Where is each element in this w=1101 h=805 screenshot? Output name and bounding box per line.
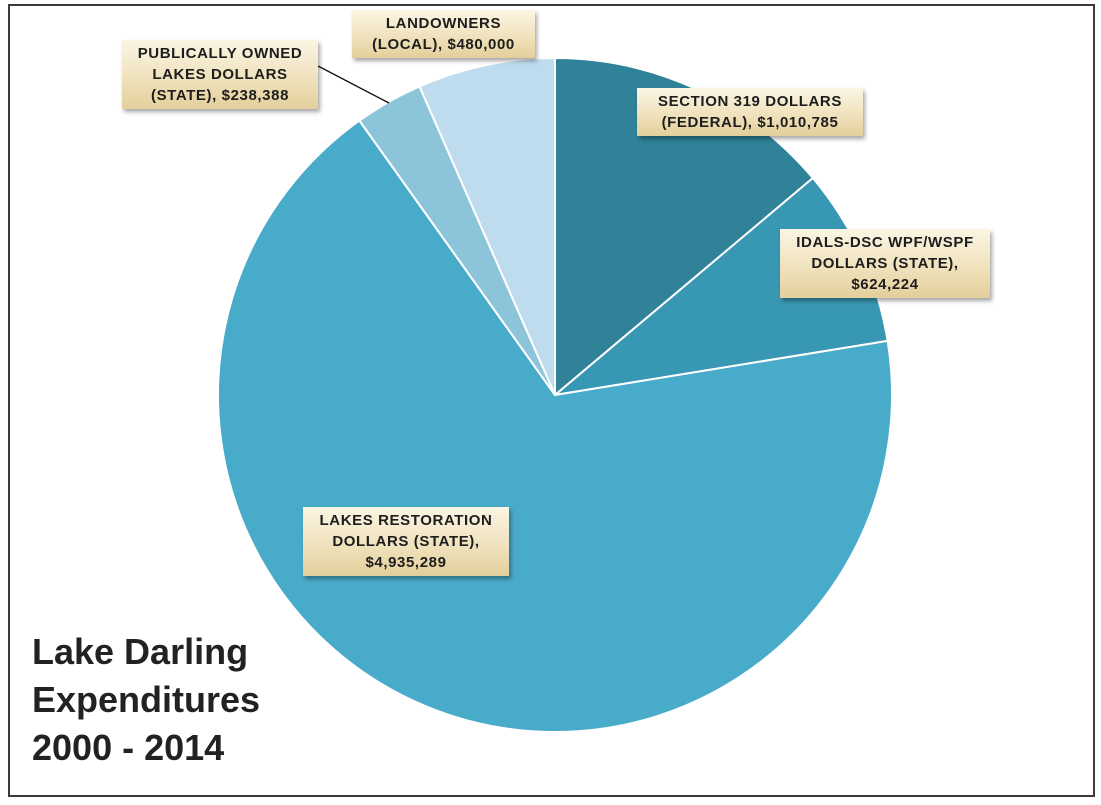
pie-slice-lakes-restoration bbox=[217, 119, 893, 733]
data-label-lakes-restoration: LAKES RESTORATION DOLLARS (STATE), $4,93… bbox=[303, 507, 509, 576]
data-label-idals-dsc: IDALS-DSC WPF/WSPF DOLLARS (STATE), $624… bbox=[780, 229, 990, 298]
leader-line-publically-owned bbox=[317, 65, 390, 104]
data-label-section-319: SECTION 319 DOLLARS (FEDERAL), $1,010,78… bbox=[637, 88, 863, 136]
pie-slice-landowners bbox=[418, 56, 556, 396]
data-label-landowners: LANDOWNERS (LOCAL), $480,000 bbox=[352, 10, 535, 58]
data-label-publically-owned: PUBLICALLY OWNED LAKES DOLLARS (STATE), … bbox=[122, 40, 318, 109]
chart-title: Lake Darling Expenditures 2000 - 2014 bbox=[32, 631, 261, 768]
